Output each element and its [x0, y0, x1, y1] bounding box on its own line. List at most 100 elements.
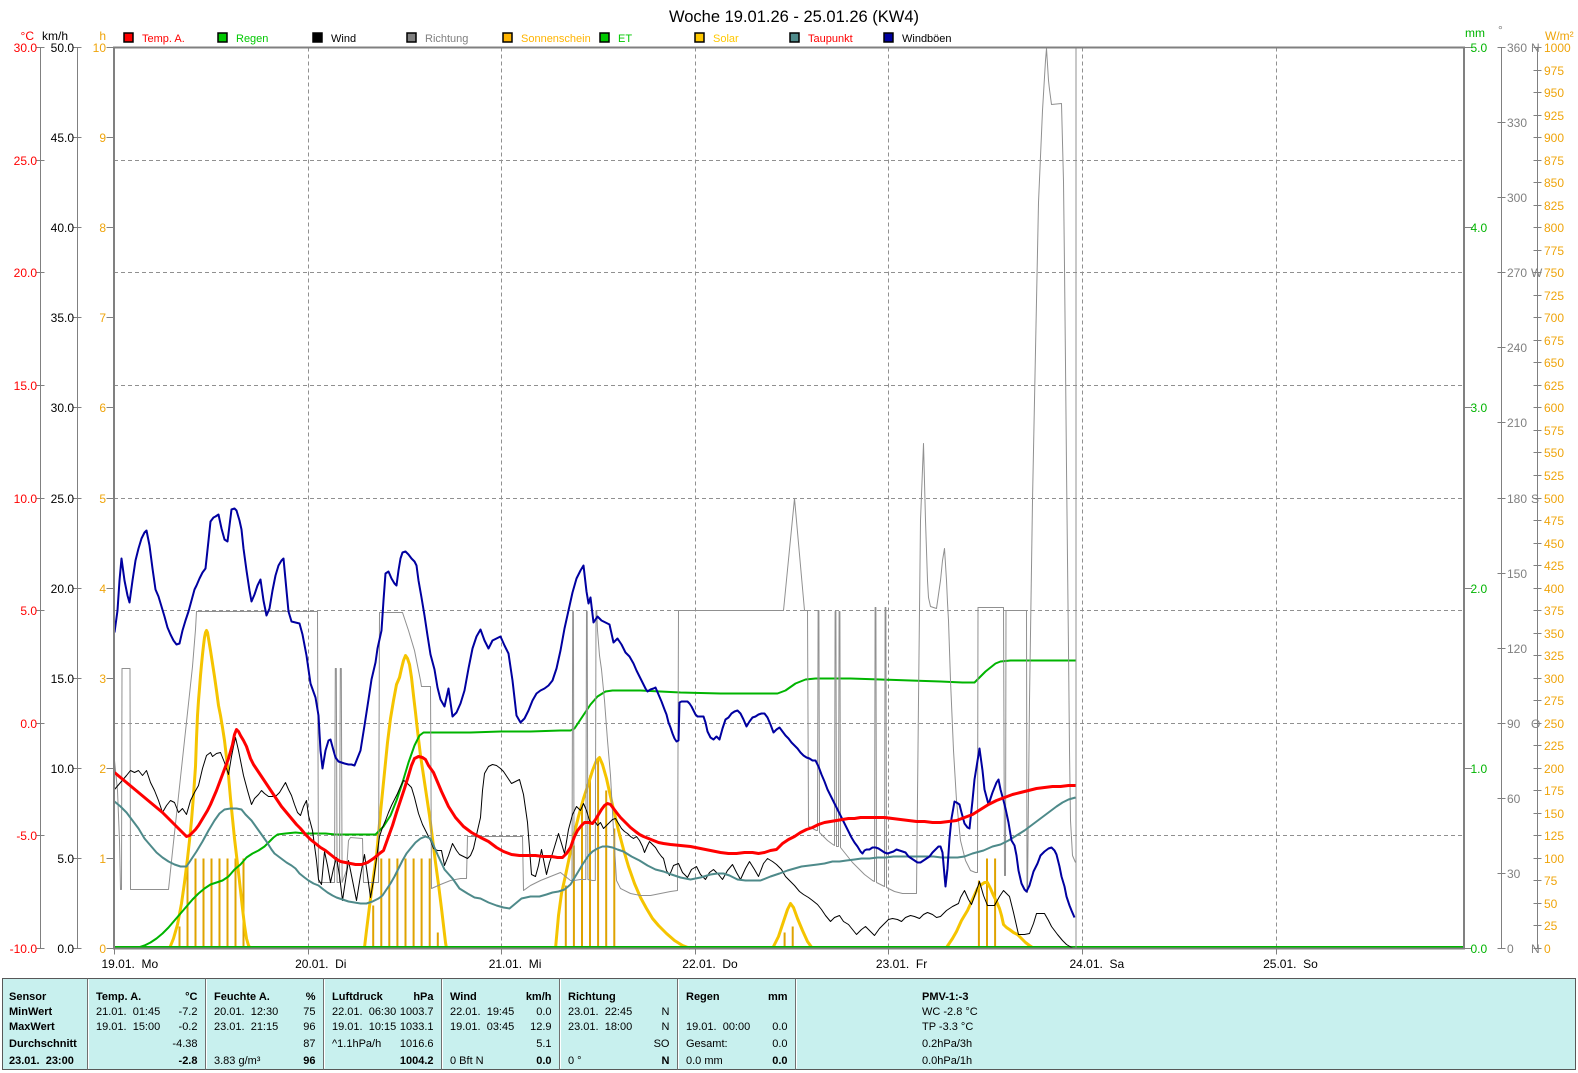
svg-text:W/m²: W/m²	[1545, 29, 1574, 43]
svg-text:ET: ET	[618, 33, 632, 45]
svg-text:2: 2	[99, 762, 106, 776]
svg-text:Luftdruck: Luftdruck	[332, 991, 384, 1003]
svg-text:mm: mm	[1465, 26, 1485, 40]
svg-text:600: 600	[1544, 401, 1564, 415]
svg-text:19.01. 15:00: 19.01. 15:00	[96, 1021, 160, 1033]
svg-text:WC -2.8 °C: WC -2.8 °C	[922, 1006, 978, 1018]
svg-text:N: N	[662, 1055, 670, 1067]
svg-text:^1.1hPa/h: ^1.1hPa/h	[332, 1038, 381, 1050]
svg-text:25.0: 25.0	[14, 154, 38, 168]
svg-text:3.83 g/m³: 3.83 g/m³	[214, 1055, 261, 1067]
svg-text:500: 500	[1544, 492, 1564, 506]
svg-text:Gesamt:: Gesamt:	[686, 1038, 728, 1050]
svg-text:Temp. A.: Temp. A.	[142, 33, 185, 45]
svg-text:°: °	[1498, 23, 1503, 37]
svg-text:-7.2: -7.2	[179, 1006, 198, 1018]
svg-text:19.01. 00:00: 19.01. 00:00	[686, 1021, 750, 1033]
svg-text:0.0: 0.0	[536, 1055, 551, 1067]
svg-text:0.0hPa/1h: 0.0hPa/1h	[922, 1055, 972, 1067]
svg-text:PMV-1:-3: PMV-1:-3	[922, 991, 968, 1003]
svg-text:10.0: 10.0	[51, 762, 75, 776]
svg-text:240: 240	[1507, 341, 1527, 355]
svg-text:20.01. 12:30: 20.01. 12:30	[214, 1006, 278, 1018]
svg-text:0 °: 0 °	[568, 1055, 582, 1067]
svg-text:23.01. 21:15: 23.01. 21:15	[214, 1021, 278, 1033]
svg-text:20.0: 20.0	[14, 266, 38, 280]
svg-text:Solar: Solar	[713, 33, 739, 45]
svg-text:750: 750	[1544, 266, 1564, 280]
svg-text:TP -3.3 °C: TP -3.3 °C	[922, 1021, 973, 1033]
svg-text:Wind: Wind	[450, 991, 477, 1003]
svg-text:MaxWert: MaxWert	[9, 1021, 55, 1033]
svg-text:300: 300	[1544, 672, 1564, 686]
svg-text:875: 875	[1544, 154, 1564, 168]
svg-text:35.0: 35.0	[51, 311, 75, 325]
svg-text:0.0: 0.0	[57, 942, 74, 956]
svg-text:45.0: 45.0	[51, 131, 75, 145]
svg-text:-0.2: -0.2	[179, 1021, 198, 1033]
svg-text:15.0: 15.0	[51, 672, 75, 686]
svg-text:30.0: 30.0	[14, 41, 38, 55]
svg-text:km/h: km/h	[526, 991, 552, 1003]
svg-text:10.0: 10.0	[14, 492, 38, 506]
svg-text:km/h: km/h	[42, 29, 68, 43]
svg-text:3: 3	[99, 672, 106, 686]
svg-text:5.0: 5.0	[20, 604, 37, 618]
svg-text:Feuchte A.: Feuchte A.	[214, 991, 270, 1003]
svg-text:250: 250	[1544, 717, 1564, 731]
svg-text:150: 150	[1544, 807, 1564, 821]
svg-text:N: N	[662, 1006, 670, 1018]
svg-text:Regen: Regen	[236, 33, 268, 45]
svg-text:Richtung: Richtung	[425, 33, 468, 45]
svg-text:575: 575	[1544, 424, 1564, 438]
svg-text:325: 325	[1544, 649, 1564, 663]
svg-text:350: 350	[1544, 627, 1564, 641]
svg-text:375: 375	[1544, 604, 1564, 618]
svg-text:Sensor: Sensor	[9, 991, 47, 1003]
svg-text:975: 975	[1544, 64, 1564, 78]
svg-text:950: 950	[1544, 86, 1564, 100]
svg-text:6: 6	[99, 401, 106, 415]
svg-text:SO: SO	[654, 1038, 670, 1050]
svg-text:22.01. 19:45: 22.01. 19:45	[450, 1006, 514, 1018]
svg-text:1: 1	[99, 852, 106, 866]
svg-text:19.01. 10:15: 19.01. 10:15	[332, 1021, 396, 1033]
svg-text:800: 800	[1544, 221, 1564, 235]
svg-text:25.01. So: 25.01. So	[1263, 957, 1318, 971]
svg-text:%: %	[306, 991, 316, 1003]
svg-text:19.01. 03:45: 19.01. 03:45	[450, 1021, 514, 1033]
svg-text:300: 300	[1507, 191, 1527, 205]
svg-text:0.0: 0.0	[1471, 942, 1488, 956]
svg-text:2.0: 2.0	[1471, 582, 1488, 596]
svg-text:MinWert: MinWert	[9, 1006, 53, 1018]
svg-text:Woche 19.01.26 - 25.01.26 (KW4: Woche 19.01.26 - 25.01.26 (KW4)	[669, 8, 919, 26]
svg-text:275: 275	[1544, 694, 1564, 708]
svg-text:23.01. Fr: 23.01. Fr	[876, 957, 927, 971]
svg-text:75: 75	[1544, 874, 1558, 888]
svg-text:650: 650	[1544, 356, 1564, 370]
svg-text:0: 0	[1544, 942, 1551, 956]
svg-text:-2.8: -2.8	[179, 1055, 198, 1067]
svg-text:30.0: 30.0	[51, 401, 75, 415]
svg-text:N: N	[662, 1021, 670, 1033]
svg-text:5.0: 5.0	[57, 852, 74, 866]
svg-text:19.01. Mo: 19.01. Mo	[102, 957, 159, 971]
svg-text:50.0: 50.0	[51, 41, 75, 55]
svg-text:700: 700	[1544, 311, 1564, 325]
svg-text:7: 7	[99, 311, 106, 325]
svg-text:3.0: 3.0	[1471, 401, 1488, 415]
svg-text:270: 270	[1507, 266, 1527, 280]
svg-text:21.01. 01:45: 21.01. 01:45	[96, 1006, 160, 1018]
svg-text:200: 200	[1544, 762, 1564, 776]
svg-text:8: 8	[99, 221, 106, 235]
svg-text:-5.0: -5.0	[16, 829, 37, 843]
svg-text:475: 475	[1544, 514, 1564, 528]
svg-text:4.0: 4.0	[1471, 221, 1488, 235]
svg-text:725: 725	[1544, 289, 1564, 303]
svg-text:0.0: 0.0	[772, 1055, 787, 1067]
svg-text:425: 425	[1544, 559, 1564, 573]
svg-text:850: 850	[1544, 176, 1564, 190]
svg-text:0.2hPa/3h: 0.2hPa/3h	[922, 1038, 972, 1050]
svg-text:0: 0	[99, 942, 106, 956]
svg-text:450: 450	[1544, 537, 1564, 551]
